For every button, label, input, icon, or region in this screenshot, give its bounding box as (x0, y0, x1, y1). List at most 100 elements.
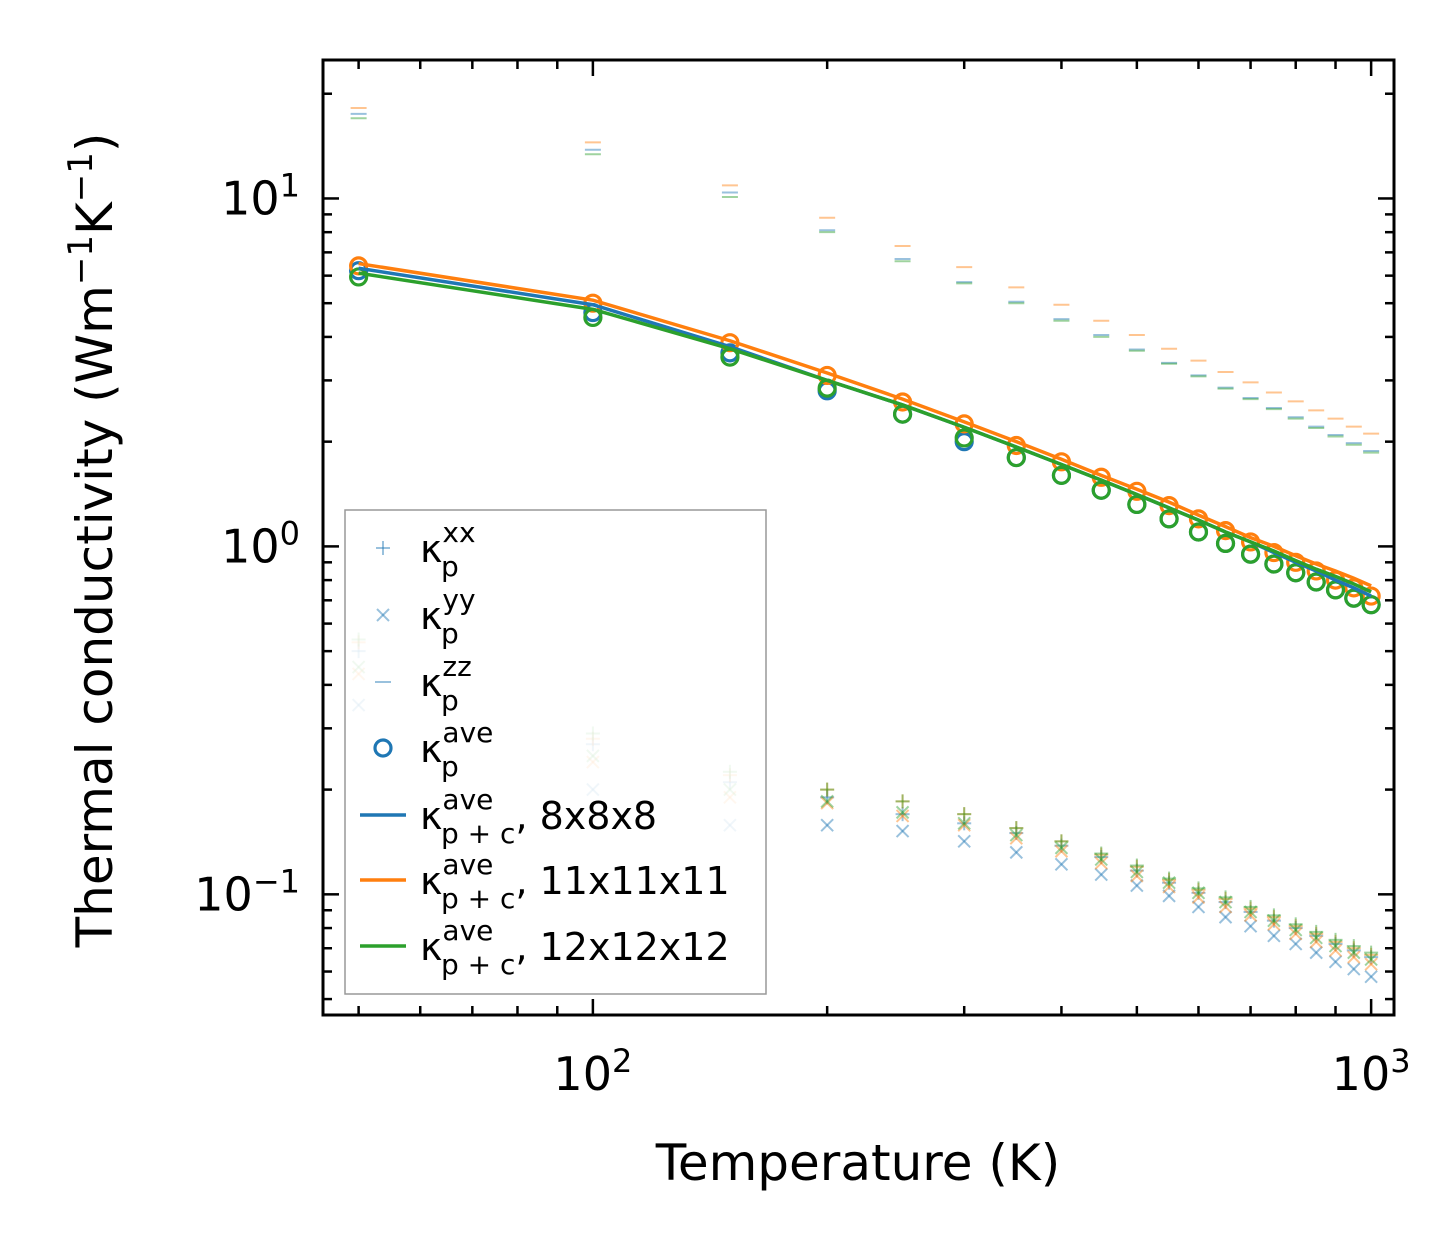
legend-label: κave p + c, 12x12x12 (420, 914, 730, 981)
kyy-point (957, 834, 971, 849)
kyy-point (1347, 962, 1361, 976)
x-axis-label: Temperature (K) (655, 1134, 1060, 1192)
kyy-point (1009, 845, 1024, 860)
kyy-point (1130, 878, 1144, 893)
legend-marker-x (376, 608, 390, 622)
kxx-point (820, 782, 835, 797)
kxx-point (1129, 863, 1144, 878)
kxx-point (1309, 928, 1324, 943)
legend-label: κxx p (420, 516, 476, 583)
kave-point (1240, 544, 1261, 564)
kxx-point (957, 807, 972, 822)
kxx-point (895, 794, 910, 809)
data-marks (349, 106, 1381, 984)
kyy-point (820, 796, 834, 810)
plot-frame (321, 58, 1396, 1017)
y-tick-label: 10−1 (194, 862, 300, 921)
kyy-point (1218, 910, 1233, 924)
kyy-point (1267, 929, 1281, 943)
kave-point (1215, 533, 1236, 554)
kyy-point (1094, 856, 1108, 870)
kpc-line-12x12x12 (358, 271, 1372, 594)
kyy-point (1328, 943, 1343, 958)
kyy-point (820, 794, 834, 809)
kyy-point (1094, 852, 1108, 867)
kyy-point (1243, 905, 1258, 919)
y-tick-label: 100 (221, 514, 300, 573)
kxx-point (895, 807, 910, 822)
kave-point (1127, 494, 1147, 515)
kyy-point (1162, 889, 1176, 903)
kxx-point (1009, 821, 1024, 836)
kxx-point (820, 782, 835, 797)
kyy-point (957, 816, 971, 831)
kxx-point (1243, 901, 1258, 916)
kxx-point (1346, 941, 1361, 956)
kxx-point (1266, 910, 1281, 925)
kyy-point (1267, 917, 1281, 932)
kyy-point (895, 805, 910, 820)
kyy-point (895, 824, 910, 838)
kyy-point (1328, 939, 1343, 953)
legend-label: κzz p (420, 650, 472, 717)
kxx-point (820, 790, 835, 805)
kyy-point (1289, 927, 1303, 941)
kxx-point (1364, 945, 1379, 960)
kxx-point (1266, 913, 1281, 928)
kyy-point (895, 809, 910, 823)
kxx-point (1346, 943, 1361, 958)
kyy-point (1162, 880, 1176, 894)
kxx-point (1309, 926, 1324, 941)
kyy-point (1364, 957, 1378, 971)
kxx-point (1129, 858, 1144, 873)
tick-labels: 102 103 10−1 100 101 (194, 166, 1410, 1101)
kave-point (1159, 509, 1179, 529)
kave-point (1306, 572, 1326, 592)
kxx-point (1191, 882, 1206, 897)
kyy-point (820, 818, 834, 832)
kxx-point (1309, 924, 1324, 939)
kyy-point (1009, 831, 1024, 845)
kyy-point (1309, 935, 1323, 949)
kave-point (1188, 522, 1209, 542)
kxx-point (895, 794, 910, 809)
kyy-point (1289, 937, 1303, 951)
legend-marker-circle (373, 738, 393, 758)
kyy-point (957, 818, 971, 832)
kyy-point (1094, 867, 1108, 882)
kyy-point (1054, 841, 1069, 855)
kyy-point (1191, 890, 1206, 905)
kave-point (954, 428, 974, 448)
kyy-point (1347, 950, 1361, 964)
kyy-point (1130, 865, 1144, 879)
kxx-point (1191, 885, 1206, 900)
y-tick-label: 101 (221, 166, 300, 225)
kave-point (1361, 595, 1381, 615)
kyy-point (1054, 844, 1069, 858)
kxx-point (1054, 834, 1069, 849)
legend-marker-plus (376, 541, 390, 555)
kxx-point (1054, 834, 1069, 849)
kyy-point (1243, 919, 1258, 933)
kxx-point (1288, 919, 1303, 934)
kxx-point (1328, 936, 1343, 951)
x-tick-label: 102 (553, 1042, 632, 1101)
kyy-point (1218, 900, 1233, 914)
kxx-point (1328, 934, 1343, 949)
kxx-point (1094, 846, 1109, 861)
kxx-point (957, 816, 972, 831)
kxx-point (1129, 859, 1144, 874)
kyy-point (1267, 913, 1281, 928)
kxx-point (1054, 838, 1069, 853)
kxx-point (1162, 875, 1177, 890)
kave-point (1006, 447, 1026, 468)
kxx-point (1191, 881, 1206, 896)
kyy-point (1162, 876, 1176, 890)
kyy-point (1289, 923, 1303, 937)
series-11x11x11 (350, 106, 1380, 971)
series-8x8x8 (350, 112, 1380, 984)
kxx-point (1094, 850, 1109, 865)
kyy-point (1009, 828, 1024, 842)
kxx-point (1162, 871, 1177, 886)
